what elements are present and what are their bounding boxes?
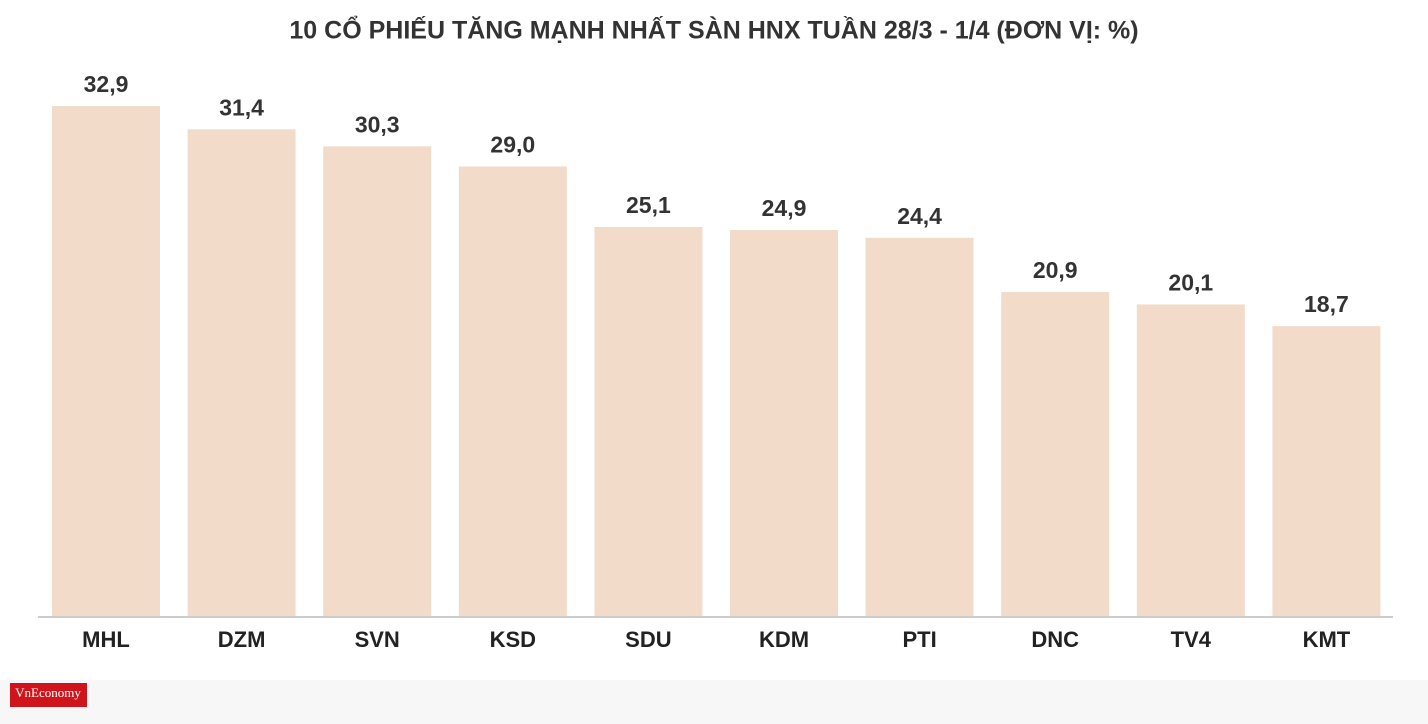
x-tick-label: KMT [1303,627,1351,652]
value-label: 24,9 [762,195,807,221]
value-label: 30,3 [355,111,400,137]
x-tick-label: PTI [902,627,936,652]
value-label: 32,9 [84,71,129,97]
x-tick-label: MHL [82,627,130,652]
bar [52,106,160,617]
value-label: 20,9 [1033,257,1078,283]
bar [1136,304,1245,616]
bar [1272,326,1381,616]
chart-title: 10 CỔ PHIẾU TĂNG MẠNH NHẤT SÀN HNX TUẦN … [289,15,1138,45]
value-label: 29,0 [490,132,535,158]
x-tick-label: SVN [355,627,400,652]
bar [865,237,974,617]
x-tick-label: SDU [625,627,671,652]
logo-box [10,683,87,707]
logo: VnEconomy [15,685,81,700]
bar [458,166,567,616]
x-tick-label: KDM [759,627,809,652]
bar [1001,292,1110,616]
x-tick-label: DNC [1031,627,1079,652]
value-label: 25,1 [626,192,671,218]
value-label: 31,4 [219,94,264,120]
footer-band [0,680,1428,724]
bar [323,146,432,616]
bar [594,226,703,616]
bar [730,230,838,617]
value-label: 18,7 [1304,291,1349,317]
value-label: 20,1 [1168,270,1213,296]
value-label: 24,4 [897,203,942,229]
x-tick-label: TV4 [1171,627,1212,652]
x-tick-label: DZM [218,627,266,652]
bar [187,129,296,617]
x-tick-label: KSD [490,627,536,652]
